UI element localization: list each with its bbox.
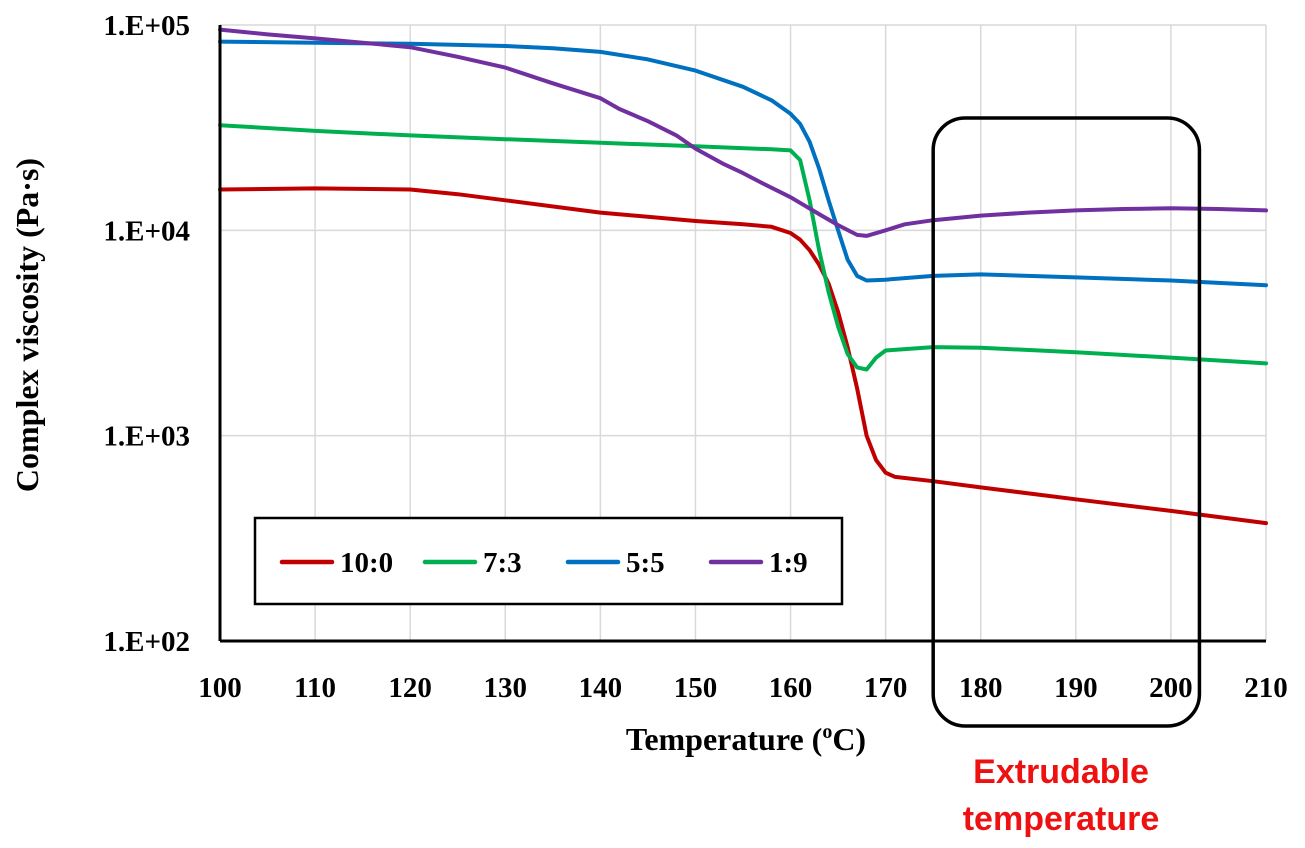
x-axis-title: Temperature (oC) [626, 721, 866, 757]
extrudable-range-box [931, 116, 1202, 728]
legend: 10:0 7:3 5:5 1:9 [253, 516, 844, 606]
x-tick-label: 150 [674, 672, 718, 704]
y-tick-label: 1.E+05 [103, 10, 190, 42]
series-line-7-3 [218, 123, 1268, 372]
series-line-5-5 [218, 39, 1268, 288]
y-tick-labels: 1.E+02 1.E+03 1.E+04 1.E+05 [103, 10, 190, 658]
x-tick-labels: 100 110 120 130 140 150 160 170 180 190 200 210 [198, 672, 1288, 704]
x-axis-title-unit: C) [832, 721, 866, 757]
legend-label: 1:9 [769, 547, 808, 579]
x-axis-title-main: Temperature ( [626, 721, 822, 757]
annotation-line-2: temperature [963, 800, 1160, 838]
x-tick-label: 210 [1244, 672, 1288, 704]
y-tick-label: 1.E+04 [103, 215, 190, 247]
legend-label: 7:3 [483, 547, 522, 579]
axes [218, 25, 1266, 643]
x-tick-label: 120 [388, 672, 432, 704]
x-tick-label: 130 [484, 672, 528, 704]
x-tick-label: 140 [579, 672, 623, 704]
legend-label: 5:5 [626, 547, 665, 579]
legend-label: 10:0 [340, 547, 393, 579]
y-tick-label: 1.E+03 [103, 421, 190, 453]
gridlines [219, 24, 1267, 641]
y-tick-label: 1.E+02 [103, 626, 190, 658]
y-axis-title: Complex viscosity (Pa·s) [9, 158, 45, 492]
x-tick-label: 100 [198, 672, 242, 704]
x-tick-label: 110 [294, 672, 336, 704]
x-tick-label: 160 [769, 672, 813, 704]
x-tick-label: 180 [959, 672, 1003, 704]
series-lines [218, 27, 1268, 526]
x-axis-title-superscript: o [822, 721, 832, 743]
x-tick-label: 190 [1054, 672, 1098, 704]
x-tick-label: 170 [864, 672, 908, 704]
x-tick-label: 200 [1149, 672, 1193, 704]
series-line-1-9 [218, 27, 1268, 238]
annotation-line-1: Extrudable [973, 753, 1149, 791]
